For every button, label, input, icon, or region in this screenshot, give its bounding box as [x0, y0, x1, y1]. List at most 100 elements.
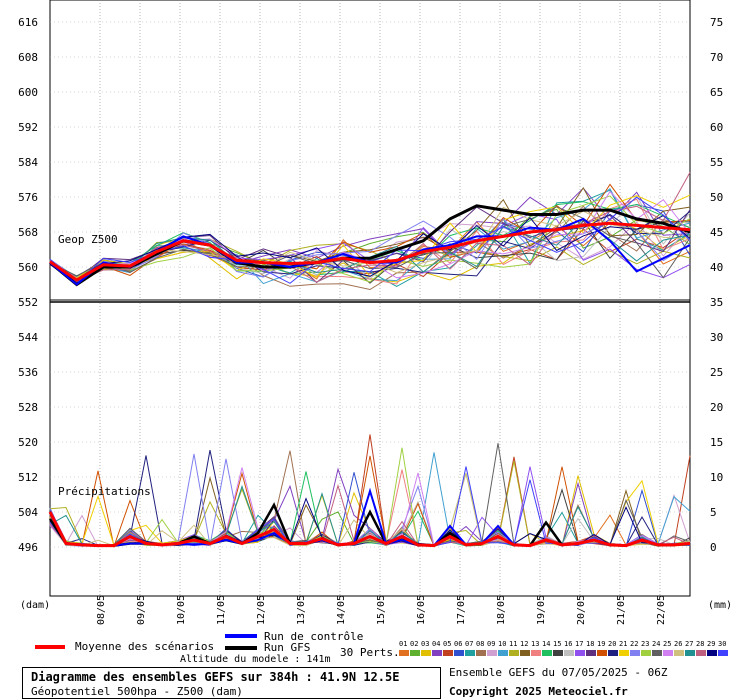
pert-number: 15 [553, 640, 562, 648]
geop-right-tick: 60 [710, 121, 723, 134]
pert-number: 07 [465, 640, 474, 648]
diagram-subtitle: Géopotentiel 500hpa - Z500 (dam) [31, 685, 243, 698]
geop-right-tick: 35 [710, 296, 723, 309]
geop-right-tick: 50 [710, 191, 723, 204]
geop-right-tick: 55 [710, 156, 723, 169]
geop-left-tick: 552 [18, 296, 38, 309]
geop-right-tick: 45 [710, 226, 723, 239]
mean-legend-swatch [35, 645, 65, 649]
pert-number: 10 [498, 640, 507, 648]
x-tick-label: 21/05 [616, 595, 627, 625]
precip-left-tick: 512 [18, 471, 38, 484]
info-box: Diagramme des ensembles GEFS sur 384h : … [22, 667, 441, 699]
pert-number: 28 [696, 640, 705, 648]
precip-left-tick: 520 [18, 436, 38, 449]
pert-swatch [487, 650, 497, 656]
pert-swatch [542, 650, 552, 656]
pert-number: 03 [421, 640, 430, 648]
pert-swatch [674, 650, 684, 656]
main-series [48, 204, 691, 548]
x-tick-label: 11/05 [216, 595, 227, 625]
pert-number: 22 [630, 640, 639, 648]
pert-number: 09 [487, 640, 496, 648]
pert-number: 18 [586, 640, 595, 648]
pert-number: 21 [619, 640, 628, 648]
pert-number: 14 [542, 640, 551, 648]
precip-panel-label: Précipitations [58, 485, 151, 498]
left-unit-label: (dam) [20, 600, 51, 611]
geop-left-tick: 560 [18, 261, 38, 274]
grid [49, 0, 691, 597]
pert-swatch [465, 650, 475, 656]
pert-number: 11 [509, 640, 518, 648]
x-tick-label: 20/05 [576, 595, 587, 625]
precip-mean-line [48, 511, 691, 548]
pert-number: 02 [410, 640, 419, 648]
precip-right-tick: 15 [710, 436, 723, 449]
pert-number: 20 [608, 640, 617, 648]
geop-right-tick: 75 [710, 16, 723, 29]
precip-right-tick: 5 [710, 506, 717, 519]
right-unit-label: (mm) [708, 600, 733, 611]
geop-right-tick: 65 [710, 86, 723, 99]
x-tick-label: 10/05 [176, 595, 187, 625]
geop-perturbation-line [49, 201, 691, 278]
gfs-legend-swatch [225, 646, 257, 650]
precip-right-tick: 25 [710, 366, 723, 379]
geop-left-tick: 584 [18, 156, 38, 169]
geop-left-tick: 576 [18, 191, 38, 204]
geop-right-tick: 70 [710, 51, 723, 64]
geop-perturbation-line [49, 172, 691, 283]
pert-swatch [663, 650, 673, 656]
geop-perturbation-line [49, 186, 691, 278]
pert-number: 29 [707, 640, 716, 648]
geop-panel-label: Geop Z500 [58, 233, 118, 246]
x-tick-label: 16/05 [416, 595, 427, 625]
geop-perturbation-line [49, 238, 691, 279]
precip-right-tick: 20 [710, 401, 723, 414]
pert-swatch [531, 650, 541, 656]
pert-number: 27 [685, 640, 694, 648]
pert-number: 24 [652, 640, 661, 648]
pert-number: 13 [531, 640, 540, 648]
pert-number: 25 [663, 640, 672, 648]
pert-swatch [685, 650, 695, 656]
precip-left-tick: 544 [18, 331, 38, 344]
precip-left-tick: 496 [18, 541, 38, 554]
x-tick-label: 22/05 [656, 595, 667, 625]
copyright: Copyright 2025 Meteociel.fr [449, 685, 628, 698]
x-tick-label: 19/05 [536, 595, 547, 625]
pert-swatch [553, 650, 563, 656]
pert-number: 23 [641, 640, 650, 648]
x-tick-label: 15/05 [376, 595, 387, 625]
diagram-title: Diagramme des ensembles GEFS sur 384h : … [31, 670, 400, 684]
precip-right-tick: 30 [710, 331, 723, 344]
pert-swatch [454, 650, 464, 656]
precip-right-tick: 0 [710, 541, 717, 554]
precip-panel-frame [49, 299, 691, 597]
pert-number: 01 [399, 640, 408, 648]
pert-swatch [443, 650, 453, 656]
x-tick-label: 12/05 [256, 595, 267, 625]
pert-number: 12 [520, 640, 529, 648]
x-tick-label: 17/05 [456, 595, 467, 625]
pert-number: 04 [432, 640, 441, 648]
geop-perturbation-line [49, 215, 691, 285]
precip-right-tick: 10 [710, 471, 723, 484]
pert-swatch [432, 650, 442, 656]
pert-swatch [476, 650, 486, 656]
geop-left-tick: 616 [18, 16, 38, 29]
gfs-legend-label: Run GFS [264, 641, 311, 654]
geop-right-tick: 40 [710, 261, 723, 274]
perts-legend-label: 30 Perts. [340, 646, 400, 659]
geop-perturbation-line [49, 195, 691, 284]
pert-swatch [509, 650, 519, 656]
pert-swatch [652, 650, 662, 656]
pert-swatch [718, 650, 728, 656]
run-info: Ensemble GEFS du 07/05/2025 - 06Z [449, 666, 668, 679]
pert-swatch [641, 650, 651, 656]
pert-swatch [630, 650, 640, 656]
pert-swatch [564, 650, 574, 656]
mean-legend-label: Moyenne des scénarios [75, 640, 215, 653]
